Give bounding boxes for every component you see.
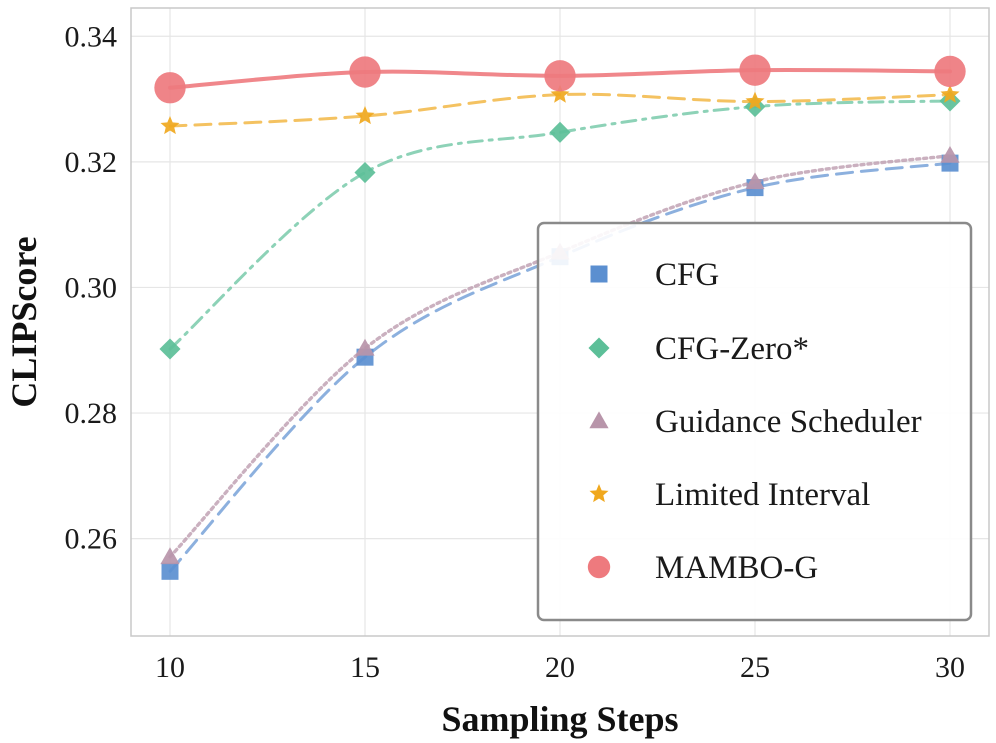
legend-marker bbox=[590, 265, 608, 283]
data-point bbox=[939, 90, 961, 112]
data-point bbox=[549, 121, 571, 143]
x-axis-title: Sampling Steps bbox=[441, 699, 678, 739]
legend-item: CFG bbox=[590, 257, 719, 293]
x-tick-label: 15 bbox=[350, 651, 380, 684]
data-point bbox=[160, 547, 180, 565]
y-tick-label: 0.26 bbox=[65, 523, 118, 556]
plot-frame bbox=[130, 7, 990, 637]
data-point bbox=[544, 60, 576, 92]
legend-marker bbox=[588, 337, 610, 359]
x-tick-label: 10 bbox=[155, 651, 185, 684]
legend-box bbox=[536, 221, 973, 622]
x-tick-label: 25 bbox=[740, 651, 770, 684]
x-tick-label: 30 bbox=[935, 651, 965, 684]
data-point bbox=[745, 172, 765, 190]
data-point bbox=[349, 56, 381, 88]
data-point bbox=[160, 116, 180, 135]
legend-label: CFG-Zero* bbox=[655, 331, 809, 367]
legend-marker bbox=[587, 555, 611, 579]
y-tick-label: 0.34 bbox=[65, 20, 118, 53]
y-tick-label: 0.32 bbox=[65, 146, 118, 179]
legend: CFG CFG-Zero* Guidance Scheduler Limited In… bbox=[536, 221, 973, 622]
legend-marker bbox=[589, 411, 609, 429]
data-point bbox=[940, 84, 960, 103]
legend-marker bbox=[589, 484, 609, 503]
data-point bbox=[154, 72, 186, 104]
series-limited-interval bbox=[160, 84, 960, 135]
data-point bbox=[159, 338, 181, 360]
data-point bbox=[940, 145, 960, 163]
data-point bbox=[934, 55, 966, 88]
series-mambo-g bbox=[154, 54, 966, 104]
data-point bbox=[355, 338, 375, 356]
legend-label: MAMBO-G bbox=[655, 550, 818, 586]
data-point bbox=[745, 91, 765, 110]
legend-item: Guidance Scheduler bbox=[589, 404, 922, 440]
y-tick-labels: 0.26 0.28 0.30 0.32 0.34 bbox=[65, 20, 118, 555]
legend-label: Guidance Scheduler bbox=[655, 404, 922, 440]
legend-label: CFG bbox=[655, 257, 719, 293]
data-point bbox=[355, 106, 375, 125]
data-point bbox=[161, 562, 179, 580]
y-axis-title: CLIPScore bbox=[4, 236, 44, 407]
data-point bbox=[739, 54, 771, 86]
x-tick-label: 20 bbox=[545, 651, 575, 684]
legend-items: CFG CFG-Zero* Guidance Scheduler Limited In… bbox=[587, 257, 922, 586]
x-tick-labels: 10 15 20 25 30 bbox=[155, 651, 965, 684]
y-tick-label: 0.28 bbox=[65, 397, 118, 430]
data-point bbox=[550, 84, 570, 103]
legend-item: Limited Interval bbox=[589, 477, 870, 513]
legend-label: Limited Interval bbox=[655, 477, 870, 513]
legend-item: CFG-Zero* bbox=[588, 331, 809, 367]
data-point bbox=[744, 96, 766, 118]
y-tick-label: 0.30 bbox=[65, 271, 118, 304]
series-cfg-zero bbox=[159, 90, 961, 360]
legend-item: MAMBO-G bbox=[587, 550, 818, 586]
data-point bbox=[354, 161, 376, 184]
